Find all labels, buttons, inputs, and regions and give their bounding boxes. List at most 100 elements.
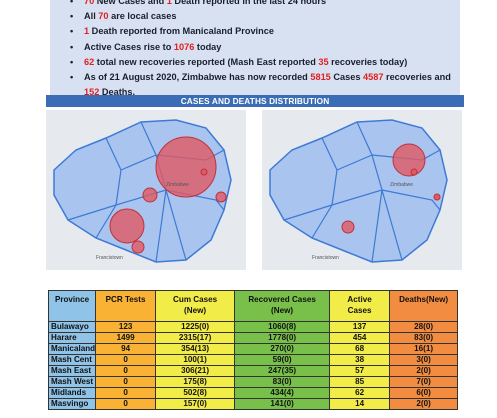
table-cell: 270(0)	[234, 343, 331, 355]
province-name-cell: Bulawayo	[47, 321, 97, 333]
distribution-banner: CASES AND DEATHS DISTRIBUTION	[46, 95, 464, 107]
province-name-cell: Midlands	[47, 387, 97, 399]
table-cell: 16(1)	[389, 343, 459, 355]
column-header: Cum Cases (New)	[155, 290, 236, 322]
highlight-number: 70	[84, 0, 95, 6]
province-name-cell: Masvingo	[47, 398, 97, 410]
province-name-cell: Mash East	[47, 365, 97, 377]
column-header-text: Province	[54, 295, 90, 304]
highlight-number: 62	[84, 56, 95, 67]
table-cell: 2(0)	[389, 398, 459, 410]
summary-panel: • 70 New Cases and 1 Death reported in th…	[50, 0, 460, 97]
table-cell: 175(8)	[155, 376, 236, 388]
table-cell: 141(0)	[234, 398, 331, 410]
table-cell: 68	[329, 343, 391, 355]
deaths-map-graphic: Zimbabwe Francistown	[262, 110, 462, 270]
deaths-map: Zimbabwe Francistown	[262, 110, 462, 270]
province-name-cell: Mash Cent	[47, 354, 97, 366]
column-header: Recovered Cases (New)	[234, 290, 331, 322]
table-row: Bulawayo 123 1225(0) 1060(8) 137 28(0)	[47, 321, 459, 333]
map-label-zimbabwe: Zimbabwe	[390, 182, 413, 188]
bullet-dot-icon: •	[70, 56, 74, 67]
bullet-text: Death reported from Manicaland Province	[89, 26, 274, 37]
bullet-dot-icon: •	[70, 26, 74, 37]
table-cell: 502(8)	[155, 387, 236, 399]
table-cell: 2315(17)	[155, 332, 236, 344]
table-cell: 38	[329, 354, 391, 366]
table-cell: 28(0)	[389, 321, 459, 333]
column-header-text: Active	[347, 295, 372, 304]
table-cell: 1060(8)	[234, 321, 331, 333]
table-cell: 14	[329, 398, 391, 410]
bullet-text: recoveries and	[383, 72, 451, 83]
table-cell: 0	[95, 387, 157, 399]
column-header: Active Cases	[329, 290, 391, 322]
table-cell: 3(0)	[389, 354, 459, 366]
table-row: Mash Cent 0 100(1) 59(0) 38 3(0)	[47, 354, 459, 366]
summary-bullet: • 1 Death reported from Manicaland Provin…	[62, 24, 460, 39]
summary-bullet: • As of 21 August 2020, Zimbabwe has now …	[62, 70, 460, 100]
table-cell: 123	[95, 321, 157, 333]
table-cell: 354(13)	[155, 343, 236, 355]
bullet-text: total new recoveries reported (Mash East…	[94, 56, 319, 67]
table-cell: 6(0)	[389, 387, 459, 399]
highlight-number: 1	[166, 0, 172, 6]
table-cell: 59(0)	[234, 354, 331, 366]
column-header-text: Cases	[347, 306, 372, 315]
column-header: Deaths(New)	[389, 290, 459, 322]
column-header-text: Cum Cases	[173, 295, 218, 304]
table-cell: 1499	[95, 332, 157, 344]
table-cell: 0	[95, 354, 157, 366]
table-cell: 454	[329, 332, 391, 344]
column-header-text: (New)	[184, 306, 207, 315]
summary-bullet: • Active Cases rise to 1076 today	[62, 40, 460, 55]
province-name-cell: Manicaland	[47, 343, 97, 355]
bullet-text: Cases	[330, 72, 363, 83]
highlight-number: 35	[318, 56, 329, 67]
table-cell: 434(4)	[234, 387, 331, 399]
summary-bullet: • All 70 are local cases	[62, 9, 460, 24]
table-row: Masvingo 0 157(0) 141(0) 14 2(0)	[47, 398, 459, 410]
bullet-text: Deaths.	[99, 87, 136, 98]
table-cell: 247(35)	[234, 365, 331, 377]
column-header-text: PCR Tests	[105, 295, 146, 304]
bullet-text: recoveries today)	[328, 56, 408, 67]
province-name-cell: Mash West	[47, 376, 97, 388]
table-cell: 62	[329, 387, 391, 399]
bullet-text: are local cases	[108, 11, 177, 22]
table-cell: 1778(0)	[234, 332, 331, 344]
table-cell: 0	[95, 376, 157, 388]
highlight-number: 5815	[310, 72, 331, 83]
table-row: Mash West 0 175(8) 83(0) 85 7(0)	[47, 376, 459, 388]
table-cell: 83(0)	[234, 376, 331, 388]
column-header-text: Recovered Cases	[248, 295, 316, 304]
table-row: Harare 1499 2315(17) 1778(0) 454 83(0)	[47, 332, 459, 344]
highlight-number: 152	[84, 87, 100, 98]
bullet-dot-icon: •	[70, 0, 74, 6]
table-body: Bulawayo 123 1225(0) 1060(8) 137 28(0) Harare 1…	[47, 321, 459, 410]
highlight-number: 4587	[362, 72, 384, 83]
column-header-text: Deaths(New)	[399, 295, 449, 304]
province-name-cell: Harare	[47, 332, 97, 344]
column-header: Province	[47, 290, 97, 322]
highlight-number: 1076	[173, 41, 195, 52]
table-cell: 57	[329, 365, 391, 377]
bullet-text: New Cases and	[94, 0, 167, 6]
table-cell: 1225(0)	[155, 321, 236, 333]
table-cell: 2(0)	[389, 365, 459, 377]
table-cell: 94	[95, 343, 157, 355]
bullet-text: Active Cases rise to	[84, 41, 174, 52]
summary-list: • 70 New Cases and 1 Death reported in th…	[50, 0, 460, 100]
bullet-dot-icon: •	[70, 11, 74, 22]
table-cell: 0	[95, 365, 157, 377]
bullet-text: Death reported in the last 24 hours	[171, 0, 327, 6]
table-cell: 137	[329, 321, 391, 333]
table-header-row: Province PCR Tests Cum Cases (New) Recovered…	[47, 290, 459, 322]
table-row: Mash East 0 306(21) 247(35) 57 2(0)	[47, 365, 459, 377]
bullet-text: All	[84, 11, 99, 22]
table-row: Midlands 0 502(8) 434(4) 62 6(0)	[47, 387, 459, 399]
table-cell: 157(0)	[155, 398, 236, 410]
summary-bullet: • 62 total new recoveries reported (Mash …	[62, 55, 460, 70]
map-label-zimbabwe: Zimbabwe	[166, 182, 189, 188]
